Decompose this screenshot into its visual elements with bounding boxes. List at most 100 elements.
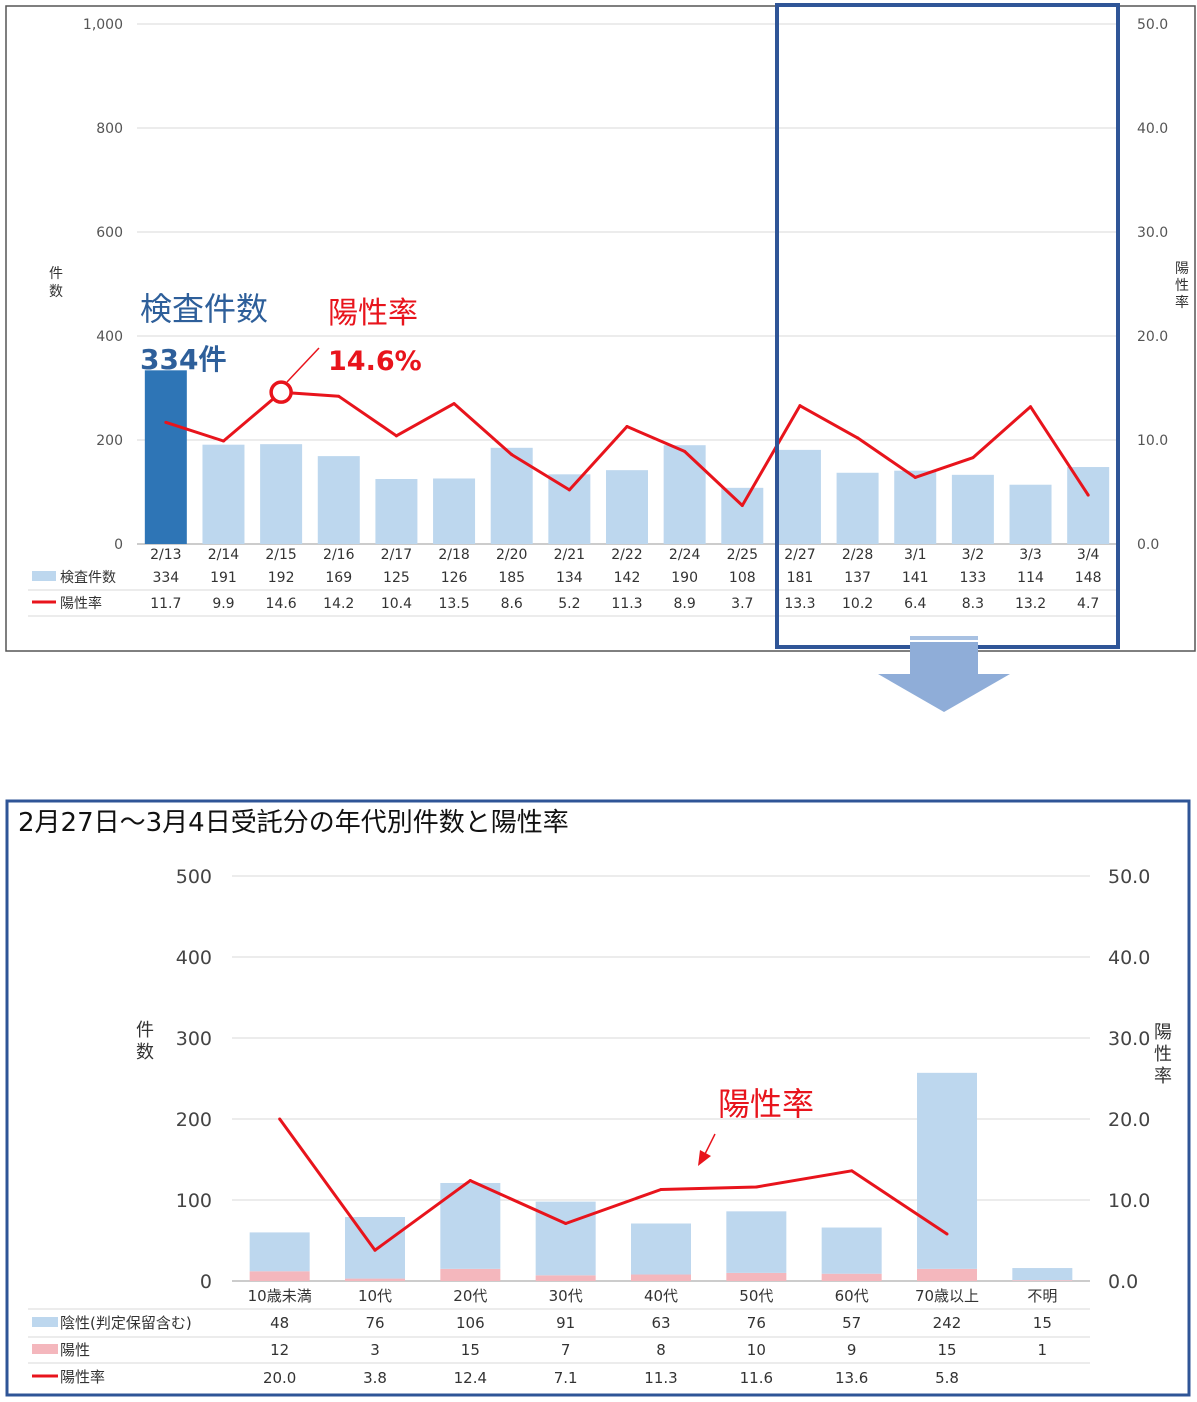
chart1-rate-label: 8.6 [501, 596, 523, 612]
chart2-y2label-1: 陽 [1154, 1022, 1172, 1043]
chart2-table-cell: 12.4 [454, 1369, 487, 1387]
chart1-bar [836, 472, 879, 544]
chart2-bar-negative [631, 1223, 691, 1275]
chart1-rate-label: 14.6 [266, 596, 297, 612]
chart2-title: 2月27日～3月4日受託分の年代別件数と陽性率 [18, 808, 569, 838]
chart2-table-cell: 1 [1038, 1341, 1048, 1359]
chart1-bar [260, 444, 303, 544]
chart2-bar-negative [440, 1182, 501, 1269]
chart1-rate-point [1029, 405, 1033, 409]
chart2-category-labels: 10歳未満 10代 20代 30代 40代 50代 60代 70歳以上 不明 [248, 1287, 1058, 1305]
chart2-y2label: 陽 性 率 [1154, 1022, 1172, 1087]
chart1-annotation-leader [286, 347, 320, 383]
chart1-rate-label: 3.7 [731, 596, 753, 612]
chart1-count-label: 142 [614, 570, 641, 586]
chart1-count-label: 334 [152, 570, 179, 586]
chart2-ylabel-2: 数 [136, 1042, 154, 1063]
chart1-annotation-count-value: 334件 [140, 343, 226, 376]
chart1-bar [144, 370, 187, 544]
chart1-rate-label: 10.2 [842, 596, 873, 612]
chart2-left-axis: 0 100 200 300 400 500 [176, 866, 212, 1293]
chart1-y2tick-label: 30.0 [1137, 225, 1168, 241]
chart1-ytick-label: 800 [96, 121, 123, 137]
chart1-category-label: 2/17 [381, 547, 412, 563]
chart2-table-cell: 8 [656, 1341, 666, 1359]
chart1-category-labels: 2/13 2/14 2/15 2/16 2/17 2/18 2/20 2/21 2/22 2/24… [150, 547, 1099, 563]
chart1-ytick-label: 200 [96, 433, 123, 449]
chart2-legend-rate-label: 陽性率 [60, 1368, 105, 1386]
chart2-rate-point [278, 1117, 282, 1121]
chart2-ytick-label: 100 [176, 1190, 212, 1212]
chart1-rate-point [221, 439, 225, 443]
chart1-ylabel-2: 数 [49, 284, 63, 300]
chart2-table-cell: 20.0 [263, 1369, 296, 1387]
chart1-bar [606, 470, 648, 544]
chart1-bar [548, 474, 591, 544]
chart1-rate-point [798, 404, 802, 408]
chart1-rate-point [567, 488, 571, 492]
chart1-y2label-3: 率 [1175, 294, 1189, 311]
chart2-y2label-2: 性 [1154, 1044, 1172, 1065]
chart2-annotation-rate-title: 陽性率 [718, 1085, 814, 1123]
chart2-ytick-label: 200 [176, 1109, 212, 1131]
chart2-category-label: 20代 [453, 1287, 487, 1305]
chart2-table-cell: 3 [370, 1341, 380, 1359]
chart1-rate-label: 8.9 [674, 596, 696, 612]
chart1-right-axis: 0.0 10.0 20.0 30.0 40.0 50.0 [1137, 17, 1168, 553]
chart1-category-label: 2/18 [438, 547, 469, 563]
down-arrow-icon [878, 636, 1010, 712]
chart2-legend-pos-swatch [32, 1344, 58, 1354]
chart2-bar-negative [917, 1072, 977, 1269]
chart1-rate-label: 13.5 [438, 596, 469, 612]
chart2-table-cell: 12 [270, 1341, 289, 1359]
chart1-left-axis: 0 200 400 600 800 1,000 [83, 17, 123, 553]
chart1-bar [375, 479, 418, 544]
chart1-category-label: 3/1 [904, 547, 927, 563]
chart2-bars [249, 1072, 1073, 1281]
chart1-rate-label: 9.9 [212, 596, 234, 612]
chart1-rate-point [510, 453, 514, 457]
chart2-category-label: 50代 [739, 1287, 773, 1305]
chart1-count-label: 169 [325, 570, 352, 586]
chart1-bar [1067, 467, 1110, 544]
chart1-bar [202, 444, 245, 544]
chart2-bar-positive [631, 1274, 691, 1281]
chart1-rate-point [452, 402, 456, 406]
chart1-count-label: 114 [1017, 570, 1044, 586]
chart2-bar-positive [917, 1268, 977, 1281]
chart1-ytick-label: 600 [96, 225, 123, 241]
chart2-table-cell: 63 [651, 1314, 670, 1332]
chart2-table-cell: 15 [937, 1341, 956, 1359]
chart2-table-cell: 76 [747, 1314, 766, 1332]
chart1-rate-point [740, 504, 744, 508]
chart2-table-cell: 10 [747, 1341, 766, 1359]
chart1-category-label: 2/16 [323, 547, 355, 563]
chart2-bar-positive [1012, 1280, 1073, 1281]
chart1-count-label: 126 [441, 570, 468, 586]
chart1-legend-count-label: 検査件数 [60, 570, 116, 586]
chart1-bar [1009, 484, 1052, 544]
chart1-category-label: 2/15 [265, 547, 296, 563]
chart2-right-axis: 0.0 10.0 20.0 30.0 40.0 50.0 [1108, 866, 1150, 1293]
chart1-rate-point [625, 424, 629, 428]
chart1-rate-label: 10.4 [381, 596, 412, 612]
chart1-bar [894, 470, 937, 544]
chart2-legend-pos-label: 陽性 [60, 1341, 90, 1359]
chart1-highlight-circle [269, 380, 293, 404]
chart1-category-label: 2/21 [554, 547, 585, 563]
chart2-annotation-arrowhead [698, 1150, 711, 1166]
chart2-bar-positive [440, 1268, 501, 1281]
chart2-table-cell: 11.6 [740, 1369, 773, 1387]
chart1-rate-point [164, 420, 168, 424]
chart1-ytick-label: 0 [114, 537, 123, 553]
chart2-y2tick-label: 20.0 [1108, 1109, 1150, 1131]
chart2-category-label: 不明 [1027, 1287, 1057, 1305]
chart2-table-cell: 7 [561, 1341, 571, 1359]
chart2-category-label: 30代 [549, 1287, 583, 1305]
chart1-data-table: 334 191 192 169 125 126 185 134 142 190 108 181 137 1… [28, 570, 1117, 617]
chart1-bar [663, 445, 706, 544]
chart1-y2label-2: 性 [1175, 278, 1189, 294]
chart1-legend-rate-label: 陽性率 [60, 595, 102, 612]
chart2-rate-point [945, 1232, 949, 1236]
chart1-count-label: 133 [960, 570, 987, 586]
